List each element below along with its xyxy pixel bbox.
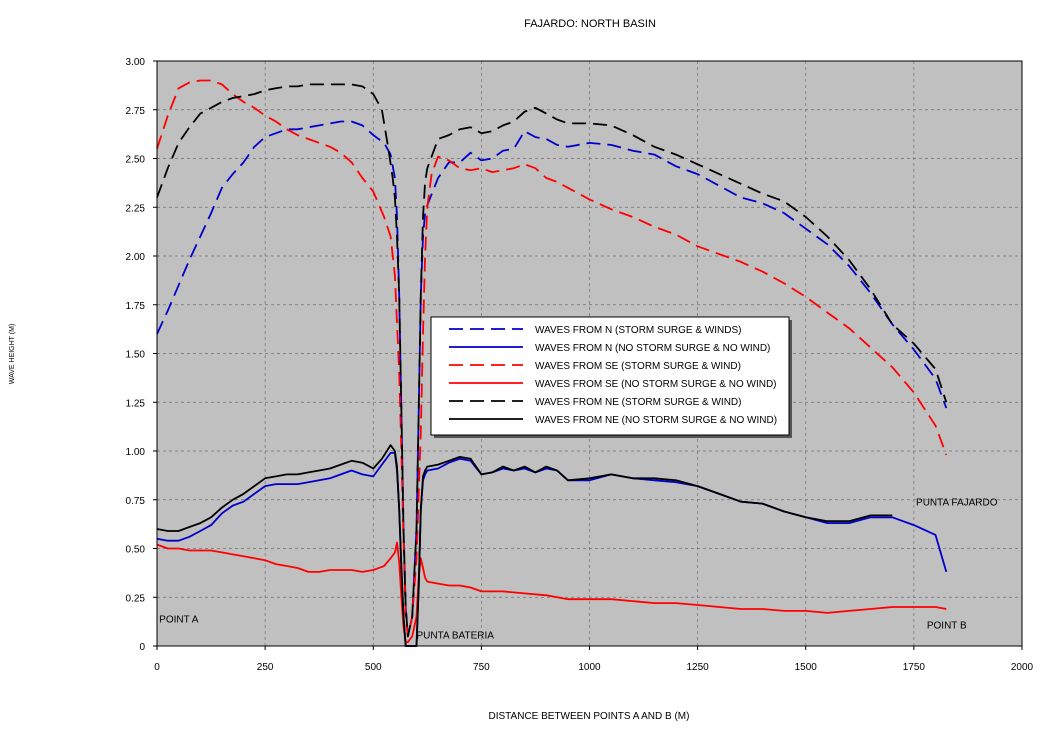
y-tick-label: 3.00 (126, 57, 146, 68)
y-tick-label: 0.50 (126, 545, 146, 556)
legend: WAVES FROM N (STORM SURGE & WINDS) WAVES … (430, 316, 792, 438)
y-tick-label: 1.75 (126, 301, 146, 312)
x-tick-label: 1750 (903, 662, 926, 673)
y-tick-label: 2.00 (126, 252, 146, 263)
series-line-5 (156, 83, 948, 638)
annotation-label: PUNTA BATERIA (417, 630, 495, 641)
legend-entry-label: WAVES FROM NE (STORM SURGE & WIND) (535, 397, 741, 408)
annotations: POINT A PUNTA BATERIA PUNTA FAJARDO POINT B (159, 498, 998, 642)
x-tick-label: 2000 (1011, 662, 1034, 673)
legend-entry-label: WAVES FROM SE (NO STORM SURGE & NO WIND) (535, 379, 777, 390)
annotation-label: POINT A (159, 615, 199, 626)
y-tick-label: 0 (139, 642, 145, 653)
legend-entry-label: WAVES FROM N (STORM SURGE & WINDS) (535, 325, 741, 336)
legend-box (430, 316, 790, 436)
legend-entry-label: WAVES FROM N (NO STORM SURGE & NO WIND) (535, 343, 770, 354)
y-tick-label: 1.25 (126, 398, 146, 409)
plot-border (156, 60, 1023, 647)
y-tick-label: 2.75 (126, 106, 146, 117)
annotation-label: PUNTA FAJARDO (916, 498, 998, 509)
axis-ticks: 0 250 500 750 1000 1250 1500 1750 2000 0 0.25 0.50 0… (126, 57, 1034, 673)
x-tick-label: 250 (257, 662, 274, 673)
x-tick-label: 1500 (795, 662, 818, 673)
x-axis-label: DISTANCE BETWEEN POINTS A AND B (M) (489, 711, 690, 722)
x-tick-label: 1000 (578, 662, 601, 673)
y-tick-label: 1.50 (126, 350, 146, 361)
x-tick-label: 750 (473, 662, 490, 673)
chart-title: FAJARDO: NORTH BASIN (524, 18, 656, 30)
y-tick-label: 0.75 (126, 496, 146, 507)
series-line-3 (156, 79, 948, 638)
series-line-6 (156, 444, 893, 647)
y-tick-label: 2.50 (126, 155, 146, 166)
annotation-label: POINT B (927, 621, 967, 632)
x-tick-label: 500 (365, 662, 382, 673)
y-tick-label: 0.25 (126, 593, 146, 604)
y-tick-label: 2.25 (126, 203, 146, 214)
y-axis-label: WAVE HEIGHT (M) (9, 324, 16, 385)
y-tick-label: 1.00 (126, 447, 146, 458)
x-tick-label: 0 (154, 662, 160, 673)
x-tick-label: 1250 (687, 662, 710, 673)
series-lines (156, 79, 948, 647)
series-line-1 (156, 120, 948, 638)
legend-entry-label: WAVES FROM SE (STORM SURGE & WIND) (535, 361, 741, 372)
legend-entry-label: WAVES FROM NE (NO STORM SURGE & NO WIND) (535, 415, 777, 426)
